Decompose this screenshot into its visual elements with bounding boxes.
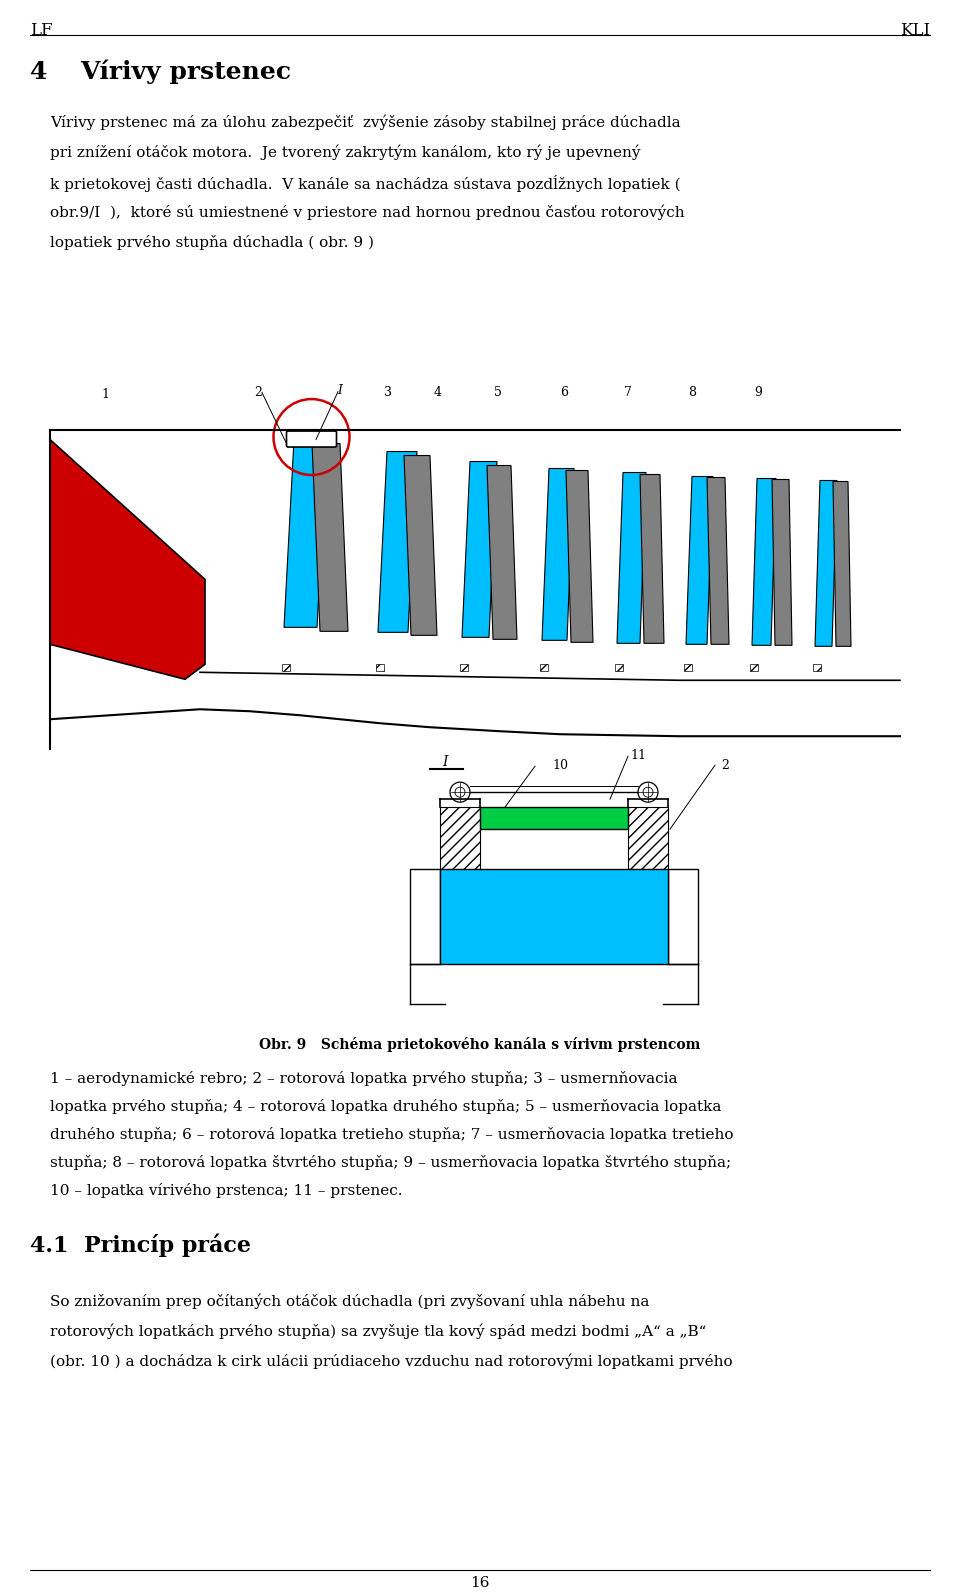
Polygon shape (752, 478, 776, 646)
Polygon shape (440, 869, 668, 964)
Polygon shape (404, 456, 437, 636)
Polygon shape (684, 665, 692, 671)
Text: lopatka prvého stupňa; 4 – rotorová lopatka druhého stupňa; 5 – usmerňovacia lop: lopatka prvého stupňa; 4 – rotorová lopa… (50, 1098, 721, 1114)
Polygon shape (282, 665, 290, 671)
Polygon shape (833, 481, 851, 646)
Polygon shape (640, 475, 664, 644)
Text: 4.1  Princíp práce: 4.1 Princíp práce (30, 1234, 251, 1258)
Polygon shape (376, 665, 384, 671)
Text: pri znížení otáčok motora.  Je tvorený zakrytým kanálom, kto rý je upevnený: pri znížení otáčok motora. Je tvorený za… (50, 145, 640, 161)
Text: 2: 2 (721, 759, 729, 771)
Text: I: I (443, 756, 447, 770)
Polygon shape (480, 807, 628, 829)
Text: Obr. 9   Schéma prietokového kanála s vírivm prstencom: Obr. 9 Schéma prietokového kanála s víri… (259, 1038, 701, 1052)
Polygon shape (462, 462, 497, 638)
Text: Vírivy prstenec: Vírivy prstenec (80, 61, 291, 84)
Polygon shape (312, 443, 348, 631)
Text: rotorových lopatkách prvého stupňa) sa zvyšuje tla kový spád medzi bodmi „A“ a „: rotorových lopatkách prvého stupňa) sa z… (50, 1323, 707, 1339)
Text: 6: 6 (560, 386, 568, 398)
Text: 10 – lopatka vírivého prstenca; 11 – prstenec.: 10 – lopatka vírivého prstenca; 11 – prs… (50, 1183, 402, 1197)
Text: 11: 11 (630, 749, 646, 762)
Polygon shape (50, 440, 205, 679)
Polygon shape (284, 440, 327, 628)
Polygon shape (686, 477, 713, 644)
Text: stupňa; 8 – rotorová lopatka štvrtého stupňa; 9 – usmerňovacia lopatka štvrtého : stupňa; 8 – rotorová lopatka štvrtého st… (50, 1154, 732, 1170)
Polygon shape (772, 480, 792, 646)
Text: lopatiek prvého stupňa dúchadla ( obr. 9 ): lopatiek prvého stupňa dúchadla ( obr. 9… (50, 234, 374, 250)
Text: 4: 4 (434, 386, 442, 398)
Polygon shape (750, 665, 758, 671)
Text: 9: 9 (754, 386, 762, 398)
Text: 8: 8 (688, 386, 696, 398)
Text: 1: 1 (101, 387, 109, 400)
Text: 16: 16 (470, 1576, 490, 1591)
Text: 4: 4 (30, 61, 47, 84)
Polygon shape (813, 665, 821, 671)
Text: I: I (338, 384, 343, 397)
Text: 7: 7 (624, 386, 632, 398)
Text: k prietokovej časti dúchadla.  V kanále sa nachádza sústava pozdĺžnych lopatiek : k prietokovej časti dúchadla. V kanále s… (50, 175, 681, 191)
Text: KLI: KLI (900, 22, 930, 38)
Polygon shape (540, 665, 548, 671)
Text: LF: LF (30, 22, 53, 38)
FancyBboxPatch shape (286, 430, 337, 446)
Polygon shape (460, 665, 468, 671)
Polygon shape (487, 465, 517, 639)
Text: 3: 3 (384, 386, 392, 398)
Polygon shape (542, 469, 574, 641)
Polygon shape (615, 665, 623, 671)
Polygon shape (628, 807, 668, 869)
Text: Vírivy prstenec má za úlohu zabezpečiť  zvýšenie zásoby stabilnej práce dúchadla: Vírivy prstenec má za úlohu zabezpečiť z… (50, 115, 681, 131)
Polygon shape (410, 869, 440, 964)
Text: druhého stupňa; 6 – rotorová lopatka tretieho stupňa; 7 – usmerňovacia lopatka t: druhého stupňa; 6 – rotorová lopatka tre… (50, 1127, 733, 1141)
Text: 10: 10 (552, 759, 568, 771)
Text: obr.9/I  ),  ktoré sú umiestnené v priestore nad hornou prednou časťou rotorovýc: obr.9/I ), ktoré sú umiestnené v priesto… (50, 204, 684, 220)
Text: 1 – aerodynamické rebro; 2 – rotorová lopatka prvého stupňa; 3 – usmernňovacia: 1 – aerodynamické rebro; 2 – rotorová lo… (50, 1071, 678, 1086)
Text: 2: 2 (254, 386, 262, 398)
Text: 5: 5 (494, 386, 502, 398)
Text: So znižovaním prep očítaných otáčok dúchadla (pri zvyšovaní uhla nábehu na: So znižovaním prep očítaných otáčok dúch… (50, 1294, 649, 1309)
Text: (obr. 10 ) a dochádza k cirk ulácii prúdiaceho vzduchu nad rotorovými lopatkami : (obr. 10 ) a dochádza k cirk ulácii prúd… (50, 1353, 732, 1369)
Polygon shape (378, 451, 417, 633)
Polygon shape (440, 807, 480, 869)
Polygon shape (668, 869, 698, 964)
Polygon shape (815, 480, 837, 646)
Polygon shape (707, 478, 729, 644)
Polygon shape (617, 472, 646, 644)
Polygon shape (566, 470, 593, 642)
